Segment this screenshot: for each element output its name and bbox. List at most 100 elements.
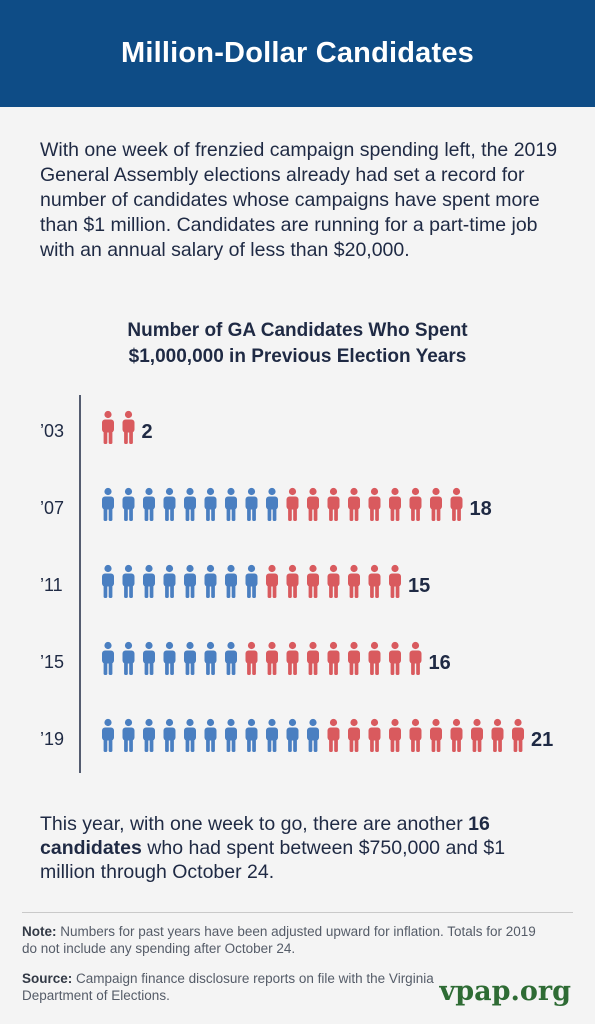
person-icon-red xyxy=(368,564,381,598)
person-icon-red xyxy=(307,487,319,521)
person-icon-red xyxy=(368,487,381,521)
person-icon-red xyxy=(102,410,114,444)
person-icon-blue xyxy=(184,564,196,598)
footer-divider xyxy=(22,912,573,913)
person-icon-blue xyxy=(163,487,176,521)
source: Source: Campaign finance disclosure repo… xyxy=(22,970,442,1004)
vpap-logo: vpap.org xyxy=(439,976,571,1007)
person-icon-blue xyxy=(143,564,155,598)
outro-highlight: 16 candidates xyxy=(40,813,490,859)
person-icon-red xyxy=(348,564,360,598)
intro-paragraph: With one week of frenzied campaign spend… xyxy=(40,139,558,261)
row-total-label: 18 xyxy=(470,498,492,520)
person-icon-blue xyxy=(225,718,237,752)
person-icon-blue xyxy=(245,718,258,752)
note-label: Note: xyxy=(22,924,57,939)
person-icon-blue xyxy=(266,718,278,752)
person-icon-blue xyxy=(204,718,217,752)
person-icon-blue xyxy=(184,641,196,675)
row-total-label: 15 xyxy=(408,575,430,597)
person-icon-red xyxy=(389,564,401,598)
row-year-label: ’07 xyxy=(40,498,64,518)
person-icon-red xyxy=(491,718,504,752)
row-total-label: 21 xyxy=(531,729,553,751)
person-icon-red xyxy=(430,718,442,752)
row-total-label: 2 xyxy=(142,421,153,443)
person-icon-blue xyxy=(184,487,196,521)
row-year-label: ’03 xyxy=(40,421,64,441)
note-text: Numbers for past years have been adjuste… xyxy=(22,924,536,956)
chart-title: Number of GA Candidates Who Spent $1,000… xyxy=(40,318,555,370)
person-icon-red xyxy=(327,487,340,521)
chart-title-line-1: Number of GA Candidates Who Spent xyxy=(127,320,468,341)
person-icon-blue xyxy=(204,564,217,598)
person-icon-red xyxy=(286,564,299,598)
person-icon-red xyxy=(348,641,360,675)
person-icon-blue xyxy=(204,487,217,521)
person-icon-blue xyxy=(143,718,155,752)
person-icon-red xyxy=(348,718,360,752)
person-icon-red xyxy=(409,641,422,675)
person-icon-blue xyxy=(184,718,196,752)
person-icon-red xyxy=(286,641,299,675)
person-icon-red xyxy=(266,641,278,675)
person-icon-blue xyxy=(122,718,135,752)
row-total-label: 16 xyxy=(429,652,451,674)
person-icon-red xyxy=(368,641,381,675)
person-icon-blue xyxy=(204,641,217,675)
person-icon-red xyxy=(307,564,319,598)
person-icon-blue xyxy=(163,718,176,752)
person-icon-red xyxy=(327,564,340,598)
person-icon-red xyxy=(512,718,524,752)
person-icon-red xyxy=(368,718,381,752)
person-icon-blue xyxy=(286,718,299,752)
source-label: Source: xyxy=(22,971,73,986)
person-icon-blue xyxy=(143,641,155,675)
row-year-label: ’19 xyxy=(40,729,64,749)
person-icon-red xyxy=(389,641,401,675)
person-icon-blue xyxy=(122,564,135,598)
candidate-pictogram-chart: ’03 2 ’07 18 ’11 15 ’15 16 ’19 21 xyxy=(40,395,553,773)
person-icon-red xyxy=(430,487,442,521)
person-icon-red xyxy=(409,718,422,752)
person-icon-red xyxy=(307,641,319,675)
outro-text-before: This year, with one week to go, there ar… xyxy=(40,813,469,835)
person-icon-red xyxy=(389,718,401,752)
person-icon-red xyxy=(266,564,278,598)
person-icon-blue xyxy=(102,641,114,675)
person-icon-blue xyxy=(102,564,114,598)
person-icon-blue xyxy=(245,487,258,521)
person-icon-blue xyxy=(102,487,114,521)
row-year-label: ’11 xyxy=(40,575,63,595)
person-icon-red xyxy=(122,410,135,444)
person-icon-red xyxy=(471,718,483,752)
person-icon-blue xyxy=(225,487,237,521)
row-year-label: ’15 xyxy=(40,652,64,672)
note: Note: Numbers for past years have been a… xyxy=(22,923,542,957)
person-icon-blue xyxy=(102,718,114,752)
person-icon-red xyxy=(286,487,299,521)
header-banner: Million-Dollar Candidates xyxy=(0,0,595,107)
person-icon-blue xyxy=(245,564,258,598)
person-icon-red xyxy=(245,641,258,675)
person-icon-red xyxy=(327,641,340,675)
person-icon-red xyxy=(409,487,422,521)
person-icon-red xyxy=(450,487,463,521)
person-icon-red xyxy=(389,487,401,521)
outro-text-after: who had spent between $750,000 and $1 mi… xyxy=(40,837,506,883)
person-icon-blue xyxy=(225,564,237,598)
person-icon-blue xyxy=(122,487,135,521)
person-icon-blue xyxy=(307,718,319,752)
person-icon-red xyxy=(327,718,340,752)
page-title: Million-Dollar Candidates xyxy=(120,37,475,69)
person-icon-blue xyxy=(266,487,278,521)
outro-paragraph: This year, with one week to go, there ar… xyxy=(40,812,560,884)
person-icon-blue xyxy=(143,487,155,521)
person-icon-blue xyxy=(163,641,176,675)
person-icon-blue xyxy=(225,641,237,675)
person-icon-blue xyxy=(163,564,176,598)
source-text: Campaign finance disclosure reports on f… xyxy=(22,971,434,1003)
person-icon-red xyxy=(348,487,360,521)
person-icon-blue xyxy=(122,641,135,675)
person-icon-red xyxy=(450,718,463,752)
